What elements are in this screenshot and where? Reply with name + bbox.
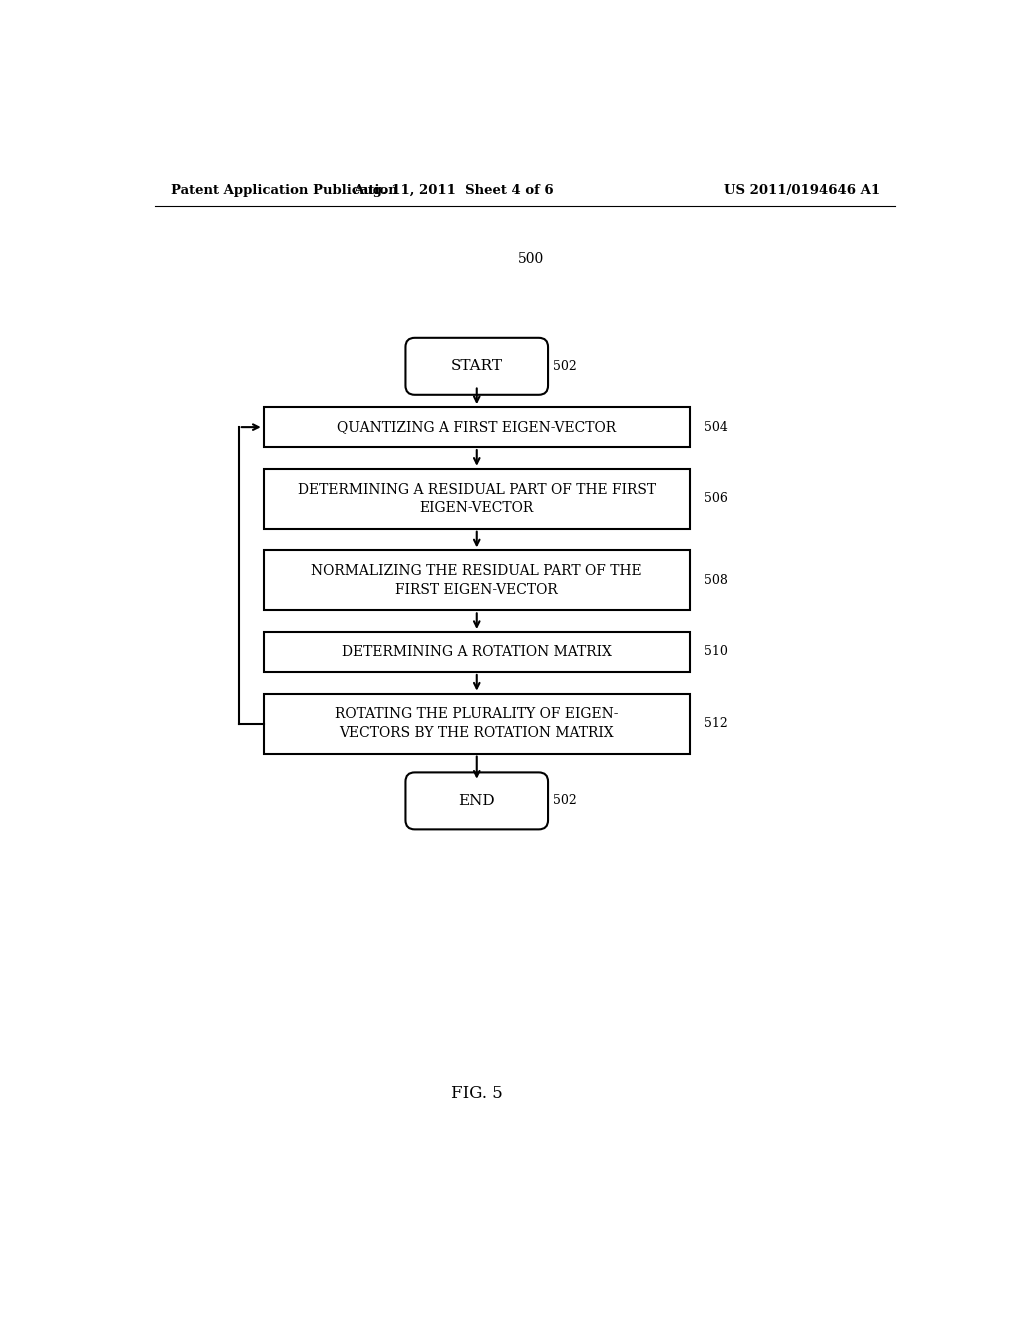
FancyBboxPatch shape	[263, 550, 690, 610]
Text: Patent Application Publication: Patent Application Publication	[171, 185, 397, 197]
Text: 510: 510	[703, 645, 728, 659]
Text: 504: 504	[703, 421, 728, 434]
Text: QUANTIZING A FIRST EIGEN-VECTOR: QUANTIZING A FIRST EIGEN-VECTOR	[337, 420, 616, 434]
FancyBboxPatch shape	[263, 632, 690, 672]
Text: US 2011/0194646 A1: US 2011/0194646 A1	[724, 185, 880, 197]
FancyBboxPatch shape	[406, 772, 548, 829]
FancyBboxPatch shape	[263, 693, 690, 754]
Text: ROTATING THE PLURALITY OF EIGEN-
VECTORS BY THE ROTATION MATRIX: ROTATING THE PLURALITY OF EIGEN- VECTORS…	[335, 708, 618, 739]
Text: 506: 506	[703, 492, 728, 506]
Text: DETERMINING A RESIDUAL PART OF THE FIRST
EIGEN-VECTOR: DETERMINING A RESIDUAL PART OF THE FIRST…	[298, 483, 655, 515]
Text: DETERMINING A ROTATION MATRIX: DETERMINING A ROTATION MATRIX	[342, 645, 611, 659]
Text: 502: 502	[553, 795, 577, 808]
Text: START: START	[451, 359, 503, 374]
Text: NORMALIZING THE RESIDUAL PART OF THE
FIRST EIGEN-VECTOR: NORMALIZING THE RESIDUAL PART OF THE FIR…	[311, 564, 642, 597]
Text: END: END	[459, 793, 495, 808]
FancyBboxPatch shape	[263, 469, 690, 529]
Text: 502: 502	[553, 360, 577, 372]
Text: 508: 508	[703, 574, 728, 587]
Text: Aug. 11, 2011  Sheet 4 of 6: Aug. 11, 2011 Sheet 4 of 6	[353, 185, 554, 197]
Text: 500: 500	[518, 252, 544, 265]
FancyBboxPatch shape	[406, 338, 548, 395]
Text: 512: 512	[703, 717, 728, 730]
Text: FIG. 5: FIG. 5	[451, 1085, 503, 1102]
FancyBboxPatch shape	[263, 407, 690, 447]
